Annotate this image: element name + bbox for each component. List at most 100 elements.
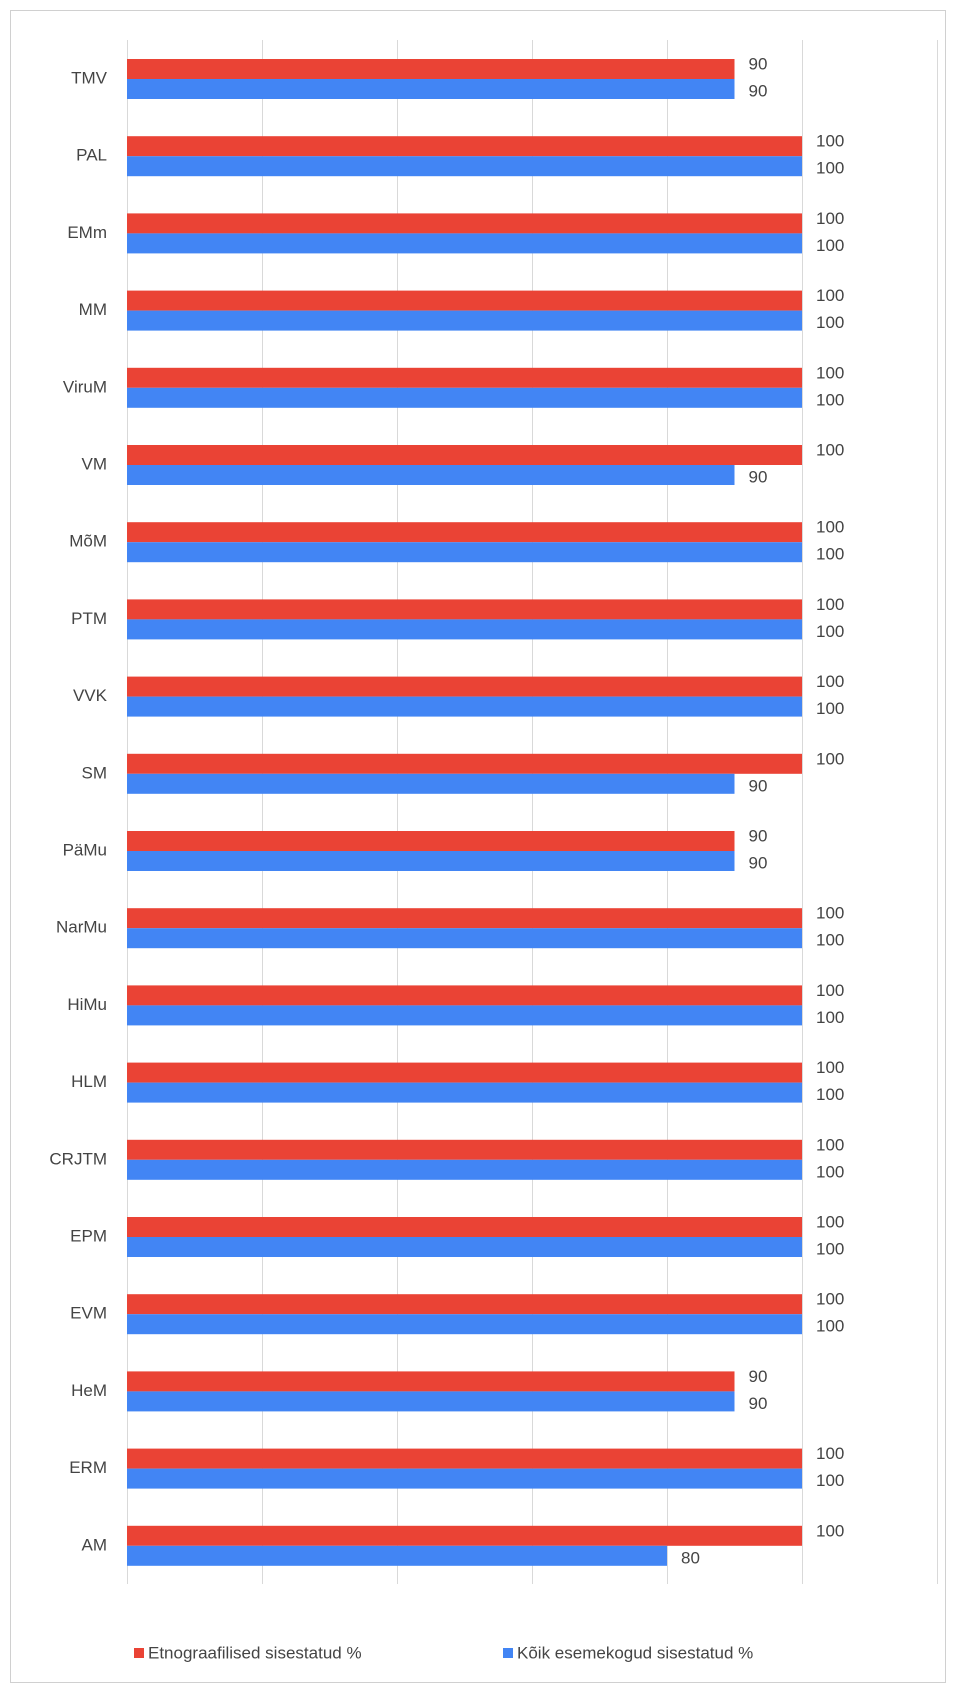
bar bbox=[127, 1062, 802, 1083]
value-label: 100 bbox=[816, 209, 844, 228]
y-tick-label: PAL bbox=[76, 146, 107, 165]
y-tick-label: EMm bbox=[67, 223, 107, 242]
value-label: 100 bbox=[816, 159, 844, 178]
value-label: 100 bbox=[816, 1212, 844, 1231]
y-tick-label: EPM bbox=[70, 1226, 107, 1245]
legend-label: Etnograafilised sisestatud % bbox=[148, 1643, 362, 1662]
value-label: 90 bbox=[749, 467, 768, 486]
y-tick-label: HLM bbox=[71, 1072, 107, 1091]
value-label: 100 bbox=[816, 1317, 844, 1336]
bar bbox=[127, 676, 802, 697]
bar bbox=[127, 387, 802, 408]
bar bbox=[127, 1391, 735, 1412]
value-label: 100 bbox=[816, 132, 844, 151]
value-label: 90 bbox=[749, 776, 768, 795]
value-label: 100 bbox=[816, 672, 844, 691]
y-tick-label: ViruM bbox=[63, 377, 107, 396]
value-label: 80 bbox=[681, 1548, 700, 1567]
bar bbox=[127, 1237, 802, 1257]
bar bbox=[127, 522, 802, 543]
value-label: 100 bbox=[816, 390, 844, 409]
bar bbox=[127, 310, 802, 331]
bar bbox=[127, 1294, 802, 1315]
y-tick-label: EVM bbox=[70, 1304, 107, 1323]
y-tick-label: HeM bbox=[71, 1381, 107, 1400]
value-label: 100 bbox=[816, 440, 844, 459]
bar bbox=[127, 1082, 802, 1103]
value-label: 100 bbox=[816, 1521, 844, 1540]
value-label: 100 bbox=[816, 749, 844, 768]
y-tick-label: VVK bbox=[73, 686, 108, 705]
value-label: 100 bbox=[816, 1471, 844, 1490]
bar bbox=[127, 753, 802, 774]
value-label: 100 bbox=[816, 595, 844, 614]
value-label: 100 bbox=[816, 622, 844, 641]
value-label: 100 bbox=[816, 1058, 844, 1077]
y-tick-label: TMV bbox=[71, 68, 108, 87]
bar bbox=[127, 1448, 802, 1469]
bar bbox=[127, 619, 802, 640]
value-label: 100 bbox=[816, 1444, 844, 1463]
bar bbox=[127, 290, 802, 311]
value-label: 100 bbox=[816, 545, 844, 564]
bar bbox=[127, 696, 802, 717]
value-label: 100 bbox=[816, 363, 844, 382]
value-label: 100 bbox=[816, 1008, 844, 1027]
bar bbox=[127, 156, 802, 177]
bar bbox=[127, 1139, 802, 1160]
value-label: 90 bbox=[749, 1367, 768, 1386]
bar bbox=[127, 831, 735, 851]
bar bbox=[127, 1005, 802, 1026]
bar bbox=[127, 599, 802, 620]
y-tick-label: SM bbox=[82, 763, 108, 782]
bar bbox=[127, 928, 802, 949]
bar bbox=[127, 1159, 802, 1180]
y-tick-label: VM bbox=[82, 454, 108, 473]
bar bbox=[127, 465, 735, 485]
value-label: 100 bbox=[816, 1135, 844, 1154]
bar bbox=[127, 233, 802, 254]
value-label: 100 bbox=[816, 699, 844, 718]
bar bbox=[127, 213, 802, 234]
bar bbox=[127, 1525, 802, 1546]
bar bbox=[127, 1468, 802, 1489]
y-tick-label: HiMu bbox=[67, 995, 107, 1014]
y-tick-label: ERM bbox=[69, 1458, 107, 1477]
y-tick-label: MõM bbox=[69, 532, 107, 551]
value-label: 100 bbox=[816, 1290, 844, 1309]
value-label: 90 bbox=[749, 81, 768, 100]
value-label: 100 bbox=[816, 981, 844, 1000]
y-tick-label: CRJTM bbox=[49, 1149, 107, 1168]
value-label: 100 bbox=[816, 1239, 844, 1258]
value-label: 100 bbox=[816, 518, 844, 537]
bar bbox=[127, 985, 802, 1006]
value-label: 90 bbox=[749, 54, 768, 73]
legend-label: Kõik esemekogud sisestatud % bbox=[517, 1643, 753, 1662]
bar bbox=[127, 445, 802, 465]
y-tick-label: AM bbox=[82, 1535, 108, 1554]
bar bbox=[127, 773, 735, 794]
value-label: 100 bbox=[816, 236, 844, 255]
value-label: 100 bbox=[816, 931, 844, 950]
bar bbox=[127, 908, 802, 929]
legend-swatch bbox=[134, 1648, 144, 1658]
bar bbox=[127, 79, 735, 99]
y-tick-label: NarMu bbox=[56, 918, 107, 937]
value-label: 90 bbox=[749, 1394, 768, 1413]
bar bbox=[127, 1314, 802, 1335]
legend-swatch bbox=[503, 1648, 513, 1658]
value-label: 100 bbox=[816, 904, 844, 923]
bar bbox=[127, 542, 802, 563]
value-label: 100 bbox=[816, 286, 844, 305]
value-label: 100 bbox=[816, 1085, 844, 1104]
bar bbox=[127, 59, 735, 79]
bar bbox=[127, 1371, 735, 1392]
bar bbox=[127, 851, 735, 871]
value-label: 90 bbox=[749, 826, 768, 845]
bar bbox=[127, 1545, 667, 1566]
value-label: 100 bbox=[816, 1162, 844, 1181]
y-tick-label: PäMu bbox=[63, 840, 107, 859]
bar bbox=[127, 367, 802, 388]
value-label: 100 bbox=[816, 313, 844, 332]
